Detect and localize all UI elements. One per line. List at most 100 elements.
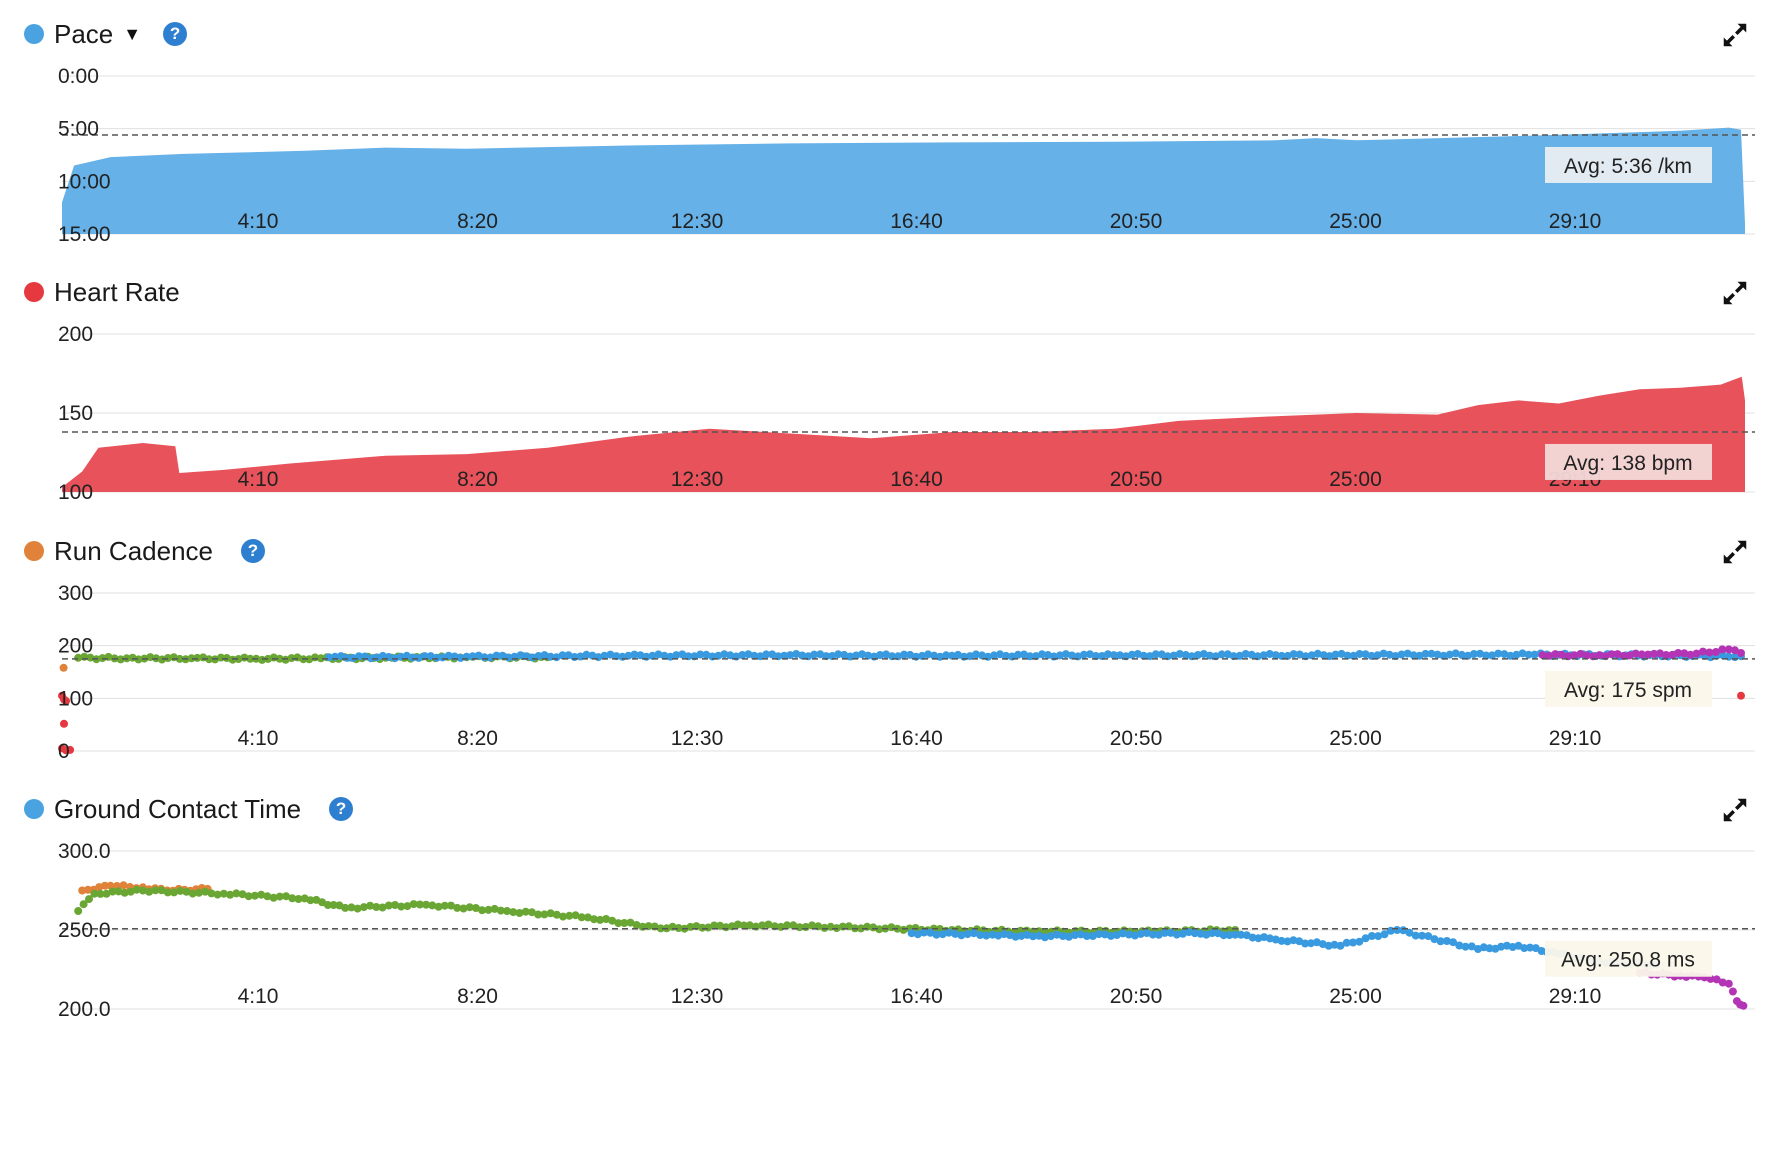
data-point: [434, 902, 443, 911]
data-point: [1415, 651, 1424, 660]
data-point: [1046, 932, 1055, 941]
data-point: [1190, 929, 1199, 938]
x-tick-label: 8:20: [457, 985, 498, 1008]
expand-icon[interactable]: [1720, 20, 1750, 50]
average-label-box: [1545, 940, 1712, 977]
data-point: [1607, 650, 1616, 659]
data-point: [696, 650, 705, 659]
x-tick-label: 16:40: [890, 210, 943, 233]
average-label: Avg: 175 spm: [1564, 679, 1692, 702]
ground-contact-time-title: Ground Contact Time: [54, 793, 302, 824]
data-point: [582, 650, 591, 659]
help-icon[interactable]: ?: [163, 22, 188, 46]
average-label-box: [1545, 443, 1712, 480]
data-point: [1643, 650, 1652, 659]
x-tick-label: 20:50: [1110, 468, 1163, 491]
data-point: [1178, 929, 1187, 938]
data-point: [459, 904, 468, 913]
data-point: [187, 654, 196, 663]
expand-icon[interactable]: [1720, 537, 1750, 567]
data-point: [534, 910, 543, 919]
data-point: [116, 655, 125, 664]
data-point: [1225, 931, 1234, 940]
average-label: Avg: 5:36 /km: [1564, 155, 1692, 178]
data-point: [1424, 932, 1433, 941]
data-point: [1405, 928, 1414, 937]
data-point: [660, 651, 669, 660]
data-point: [1067, 651, 1076, 660]
data-point: [1557, 650, 1566, 659]
data-point: [1494, 649, 1503, 658]
data-point: [134, 655, 143, 664]
expand-icon[interactable]: [1720, 795, 1750, 825]
data-point: [516, 651, 525, 660]
data-point: [246, 654, 255, 663]
data-point: [384, 901, 393, 910]
data-point: [79, 900, 88, 909]
data-point: [1457, 650, 1466, 659]
data-point: [808, 921, 816, 930]
data-point: [1091, 652, 1100, 660]
data-point: [768, 650, 777, 659]
data-point: [632, 921, 641, 929]
data-point: [1112, 931, 1121, 939]
data-point: [1397, 650, 1406, 659]
data-point: [1014, 650, 1022, 659]
data-point: [648, 651, 657, 660]
data-point: [478, 906, 487, 915]
data-point: [1259, 651, 1268, 660]
data-point: [590, 915, 598, 924]
ground-contact-time-chart: 300.0 250.0 200.0 4:10 8:20 12:30 16:40 20:50 25…: [58, 840, 1755, 1021]
data-point: [764, 920, 773, 929]
data-point: [163, 888, 172, 897]
data-point: [926, 928, 935, 937]
data-point: [1662, 651, 1671, 659]
data-point: [1040, 933, 1049, 942]
expand-icon[interactable]: [1720, 278, 1750, 308]
data-point: [1301, 939, 1310, 948]
data-point: [263, 892, 272, 901]
x-tick-label: 4:10: [238, 985, 279, 1008]
heart-rate-panel: Heart Rate 200 150 100 4:10 8:20 12:30 16:40 20…: [0, 272, 1770, 522]
data-point: [1241, 650, 1250, 658]
data-point: [920, 928, 928, 937]
data-point: [228, 655, 237, 664]
data-point: [559, 912, 567, 921]
data-point: [820, 923, 829, 932]
area-series-0: [62, 127, 1745, 234]
y-tick-label: 250.0: [58, 919, 111, 942]
data-point: [151, 886, 160, 895]
data-point: [1373, 651, 1382, 660]
data-point: [1172, 930, 1181, 939]
data-point: [678, 650, 687, 659]
x-tick-label: 8:20: [457, 727, 498, 750]
run-cadence-panel: Run Cadence ? 300 200 100 0 4:10 8:20 12:30 16:…: [0, 531, 1770, 781]
data-point: [733, 920, 742, 929]
x-tick-label: 25:00: [1329, 727, 1382, 750]
data-point: [1706, 974, 1715, 983]
data-point: [1181, 651, 1190, 659]
data-point: [444, 651, 453, 660]
data-point: [175, 654, 184, 663]
data-point: [226, 890, 235, 899]
run-cadence-title: Run Cadence: [54, 535, 213, 566]
data-point: [66, 745, 75, 754]
x-tick-label: 4:10: [238, 210, 279, 233]
y-tick-label: 300: [58, 582, 93, 605]
data-point: [1463, 651, 1472, 660]
data-point: [85, 895, 93, 904]
caret-down-icon[interactable]: ▼: [123, 23, 142, 44]
data-point: [1175, 650, 1184, 658]
data-point: [1289, 650, 1298, 659]
data-point: [490, 904, 499, 913]
data-point: [876, 651, 885, 659]
data-point: [1029, 932, 1037, 941]
data-point: [875, 925, 884, 934]
data-point: [944, 928, 953, 937]
data-point: [1055, 651, 1064, 660]
help-icon[interactable]: ?: [329, 797, 354, 821]
data-point: [453, 903, 462, 912]
help-icon[interactable]: ?: [241, 539, 265, 563]
data-point: [1235, 651, 1244, 660]
data-point: [588, 651, 597, 660]
